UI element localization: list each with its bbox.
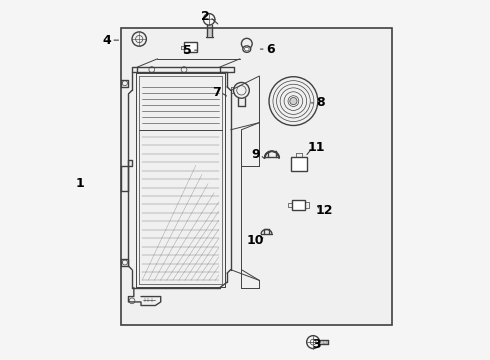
Text: 10: 10 <box>247 234 265 247</box>
Text: 8: 8 <box>316 96 324 109</box>
Ellipse shape <box>245 47 249 51</box>
Bar <box>292 200 304 210</box>
Text: 12: 12 <box>315 204 333 217</box>
Text: 11: 11 <box>308 141 325 154</box>
Text: 5: 5 <box>183 44 192 57</box>
Bar <box>184 42 197 52</box>
Text: 7: 7 <box>212 86 220 99</box>
Text: 4: 4 <box>102 33 111 47</box>
Circle shape <box>290 98 297 105</box>
Text: 6: 6 <box>266 42 274 55</box>
Text: 3: 3 <box>313 338 321 351</box>
Text: 1: 1 <box>75 177 84 190</box>
Bar <box>122 28 392 325</box>
Bar <box>291 157 307 171</box>
Text: 9: 9 <box>251 148 260 161</box>
Text: 2: 2 <box>201 10 210 23</box>
Wedge shape <box>265 151 279 158</box>
Ellipse shape <box>243 46 251 52</box>
